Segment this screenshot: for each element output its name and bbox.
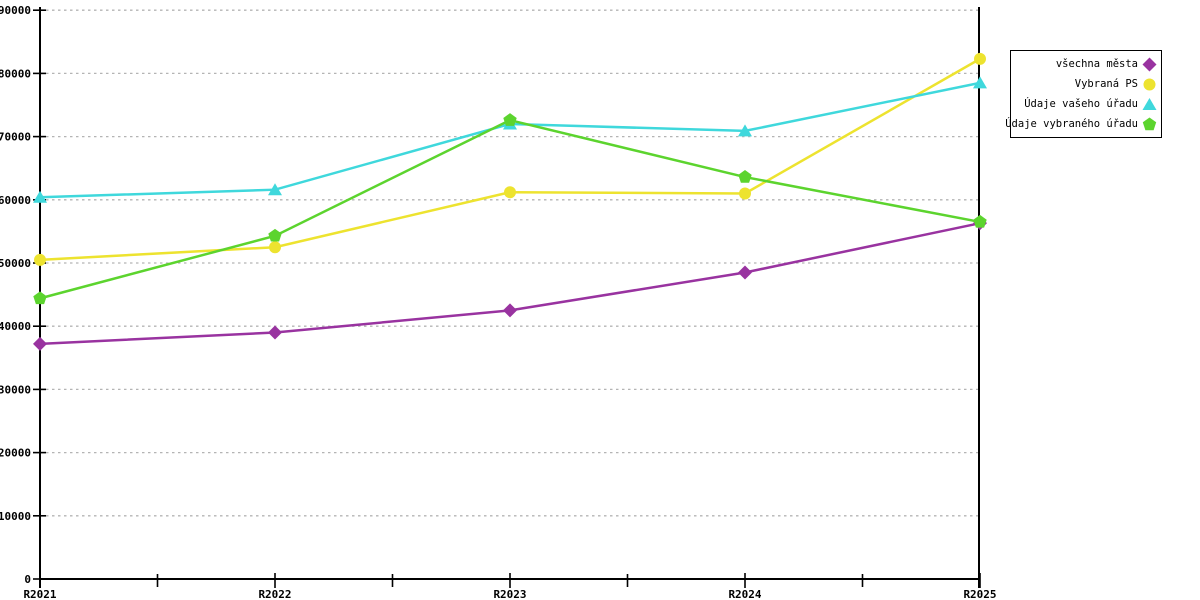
pentagon-marker-icon <box>503 113 517 126</box>
y-tick-label: 60000 <box>0 194 31 207</box>
series-line <box>39 118 981 300</box>
circle-legend-marker-icon <box>1143 78 1156 90</box>
y-tick-label: 20000 <box>0 447 31 460</box>
y-tick-label: 30000 <box>0 383 31 396</box>
y-tick-label: 80000 <box>0 67 31 80</box>
legend-item: Údaje vybraného úřadu <box>1005 114 1157 134</box>
y-tick-label: 40000 <box>0 320 31 333</box>
legend-item: Údaje vašeho úřadu <box>1013 94 1157 114</box>
triangle-icon <box>1142 97 1157 110</box>
y-tick-label: 90000 <box>0 4 31 17</box>
circle-marker-icon <box>739 187 751 200</box>
circle-marker-icon <box>34 253 46 266</box>
diamond-marker-icon <box>33 336 47 351</box>
y-tick-label: 70000 <box>0 131 31 144</box>
series-line <box>39 57 981 262</box>
x-tick-label: R2021 <box>23 588 56 600</box>
diamond-icon <box>1142 57 1157 71</box>
legend-label: Vybraná PS <box>1074 78 1138 90</box>
diamond-marker-icon <box>503 303 517 318</box>
y-tick-label: 10000 <box>0 510 31 523</box>
legend-label: Údaje vybraného úřadu <box>1005 118 1138 130</box>
circle-icon <box>1143 78 1156 90</box>
triangle-marker-icon <box>33 190 47 203</box>
pentagon-marker-icon <box>33 291 47 305</box>
legend: všechna města Vybraná PS Údaje vašeho úřad… <box>1005 50 1162 138</box>
y-tick-label: 50000 <box>0 257 31 270</box>
circle-marker-icon <box>269 241 281 254</box>
pentagon-legend-marker-icon <box>1142 117 1157 130</box>
y-tick-label: 0 <box>24 573 31 586</box>
pentagon-marker-icon <box>738 170 752 183</box>
x-tick-label: R2023 <box>493 588 526 600</box>
diamond-marker-icon <box>268 325 282 340</box>
diamond-legend-marker-icon <box>1142 57 1157 71</box>
pentagon-icon <box>1142 117 1157 130</box>
x-tick-label: R2022 <box>258 588 291 600</box>
triangle-legend-marker-icon <box>1142 97 1157 110</box>
x-tick-label: R2024 <box>728 588 761 600</box>
triangle-marker-icon <box>738 124 752 137</box>
legend-item: všechna města <box>1013 54 1157 74</box>
pentagon-marker-icon <box>268 228 282 242</box>
legend-label: všechna města <box>1055 58 1138 70</box>
diamond-marker-icon <box>738 265 752 280</box>
circle-marker-icon <box>974 52 986 65</box>
legend-item: Vybraná PS <box>1013 74 1157 94</box>
triangle-marker-icon <box>973 76 987 89</box>
circle-marker-icon <box>504 186 516 199</box>
pentagon-marker-icon <box>973 214 987 228</box>
legend-label: Údaje vašeho úřadu <box>1024 98 1138 110</box>
x-tick-label: R2025 <box>963 588 996 600</box>
triangle-marker-icon <box>268 183 282 196</box>
